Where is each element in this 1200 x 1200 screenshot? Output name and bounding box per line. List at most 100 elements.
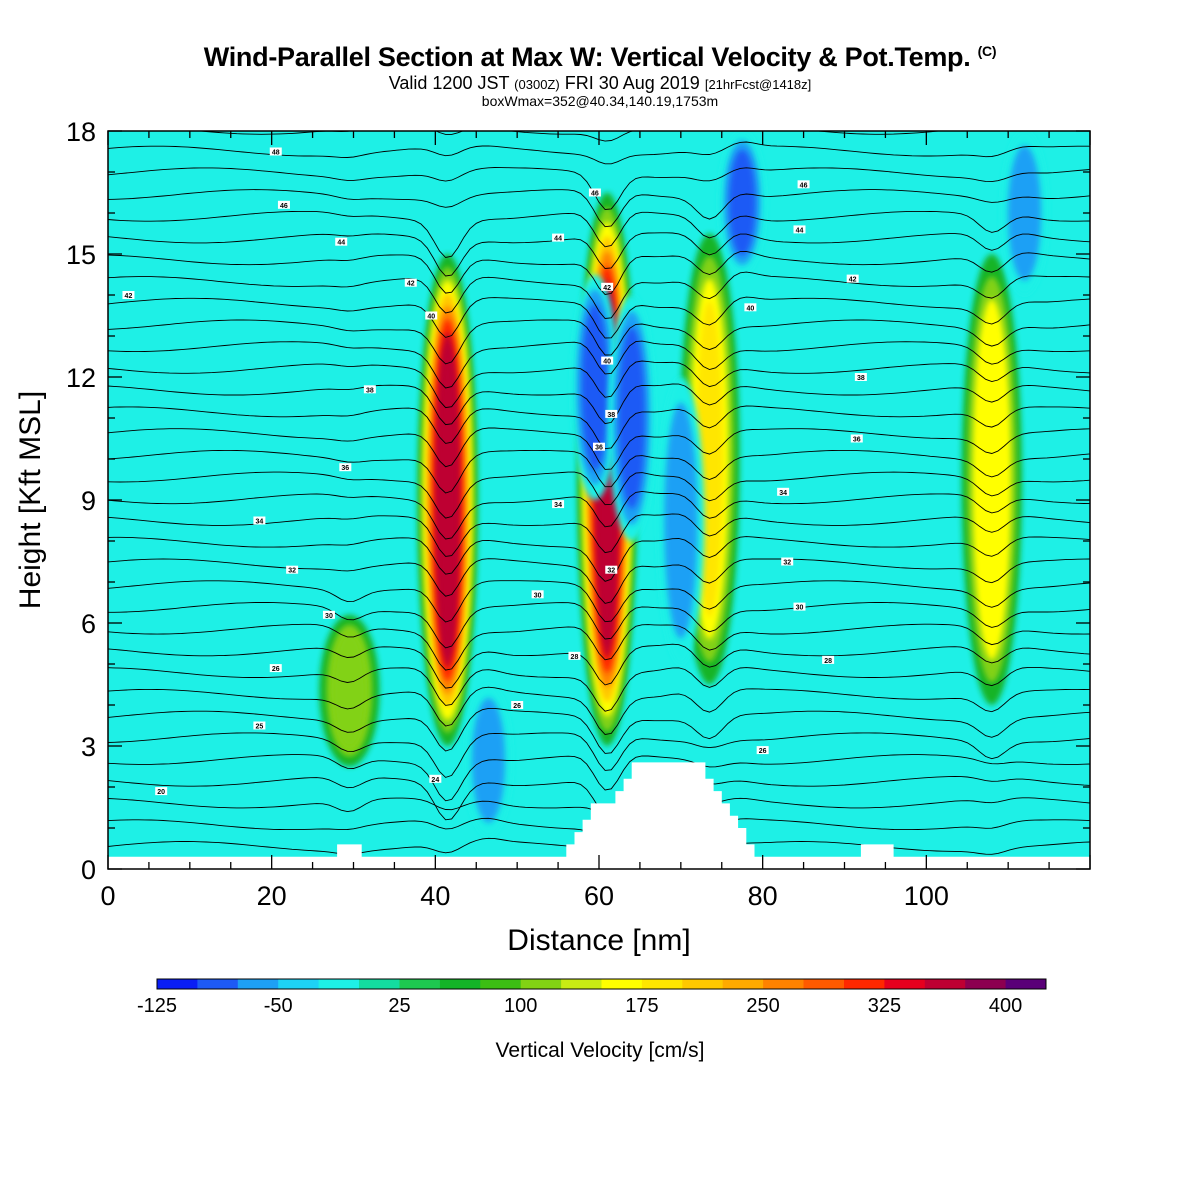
theta-label: 30 — [796, 605, 804, 612]
theta-label-box — [429, 774, 442, 783]
y-tick-label: 0 — [81, 855, 96, 885]
terrain — [108, 762, 1090, 869]
theta-contour-line — [108, 167, 1090, 210]
colorbar-tick-label: 175 — [625, 995, 658, 1017]
colorbar: -125 -50 25 100 175 250 325 400 — [137, 978, 1047, 1017]
theta-contour-line — [108, 296, 1090, 339]
updraft-contour — [437, 345, 458, 655]
x-tick-label: 80 — [748, 881, 778, 911]
colorbar-tick-label: 325 — [868, 995, 901, 1017]
theta-contour-line — [108, 271, 1090, 319]
x-tick-label: 100 — [904, 881, 949, 911]
theta-label: 42 — [603, 285, 611, 292]
theta-label: 30 — [325, 613, 333, 620]
theta-label: 44 — [796, 227, 804, 234]
colorbar-tick-label: -125 — [137, 995, 177, 1017]
theta-label-box — [277, 200, 290, 209]
colorbar-swatch — [157, 979, 198, 989]
downdraft-contour — [618, 327, 645, 509]
colorbar-tick-label: 400 — [989, 995, 1022, 1017]
theta-label-box — [854, 373, 867, 381]
theta-label-box — [286, 565, 299, 574]
theta-contour-line — [108, 580, 1090, 623]
theta-label: 28 — [571, 654, 579, 661]
y-tick-label: 6 — [81, 609, 96, 639]
theta-contour-line — [108, 232, 1090, 277]
theta-label-box — [339, 463, 352, 472]
chart-title: Wind-Parallel Section at Max W: Vertical… — [203, 42, 997, 72]
theta-label: 26 — [759, 748, 767, 755]
updraft-contour — [978, 321, 1006, 638]
theta-label-box — [552, 233, 565, 242]
downdraft-contour — [581, 304, 609, 471]
theta-label-box — [797, 180, 810, 189]
theta-label-box — [588, 188, 601, 197]
theta-label-box — [793, 225, 806, 234]
theta-label-box — [425, 311, 438, 320]
theta-label: 32 — [288, 568, 296, 575]
theta-label-box — [756, 746, 769, 755]
theta-contour-line — [108, 360, 1090, 409]
colorbar-swatch — [439, 979, 481, 989]
theta-label-box — [531, 590, 544, 599]
colorbar-swatch — [884, 979, 926, 989]
theta-label: 24 — [431, 777, 439, 784]
theta-contour-line — [108, 536, 1090, 582]
colorbar-swatch — [803, 979, 845, 989]
theta-label-box — [253, 516, 266, 525]
y-tick-label: 9 — [81, 486, 96, 516]
theta-label: 20 — [157, 789, 165, 796]
colorbar-swatch — [924, 979, 966, 989]
theta-label: 26 — [272, 666, 280, 673]
theta-label: 36 — [853, 437, 861, 444]
colorbar-swatch — [1005, 979, 1047, 989]
colorbar-swatch — [601, 979, 643, 989]
theta-label-box — [335, 237, 348, 246]
y-axis-label: Height [Kft MSL] — [14, 391, 47, 609]
theta-label-box — [793, 602, 806, 611]
theta-label-box — [363, 385, 376, 394]
theta-label: 26 — [513, 703, 521, 710]
colorbar-swatch — [237, 979, 279, 989]
theta-label: 28 — [824, 658, 832, 665]
theta-label-box — [601, 356, 614, 365]
theta-label: 40 — [746, 305, 754, 312]
theta-label-box — [846, 274, 859, 283]
theta-contour-line — [108, 383, 1090, 426]
chart-sub-subtitle: boxWmax=352@40.34,140.19,1753m — [481, 93, 719, 109]
colorbar-swatch — [965, 979, 1007, 989]
theta-label-box — [781, 557, 794, 566]
colorbar-tick-label: 250 — [746, 995, 779, 1017]
theta-contour-line — [108, 666, 1090, 712]
colorbar-swatch — [480, 979, 522, 989]
colorbar-swatch — [520, 979, 562, 989]
theta-label: 38 — [857, 375, 865, 382]
theta-label: 34 — [779, 490, 787, 497]
theta-label: 30 — [534, 592, 542, 599]
theta-label-box — [605, 565, 618, 574]
theta-label-box — [404, 278, 417, 287]
x-axis-label: Distance [nm] — [507, 924, 690, 957]
x-tick-label: 20 — [257, 881, 287, 911]
theta-contour-line — [108, 319, 1090, 365]
colorbar-swatch — [318, 979, 360, 989]
theta-label: 46 — [591, 191, 599, 198]
theta-label-box — [155, 787, 168, 796]
colorbar-label: Vertical Velocity [cm/s] — [496, 1039, 705, 1062]
colorbar-swatch — [359, 979, 400, 989]
colorbar-tick-label: 100 — [504, 995, 537, 1017]
y-tick-label: 12 — [66, 363, 96, 393]
theta-label-box — [269, 664, 282, 673]
theta-label-box — [601, 282, 614, 291]
terrain-profile — [108, 762, 1090, 869]
updraft-contour — [333, 634, 366, 747]
theta-label: 34 — [554, 502, 562, 509]
colorbar-swatch — [763, 979, 804, 989]
downdraft-contour — [728, 149, 756, 256]
theta-contour-line — [108, 427, 1090, 470]
theta-label: 42 — [125, 293, 133, 300]
colorbar-frame — [156, 978, 1047, 990]
theta-contour-line — [108, 340, 1090, 389]
